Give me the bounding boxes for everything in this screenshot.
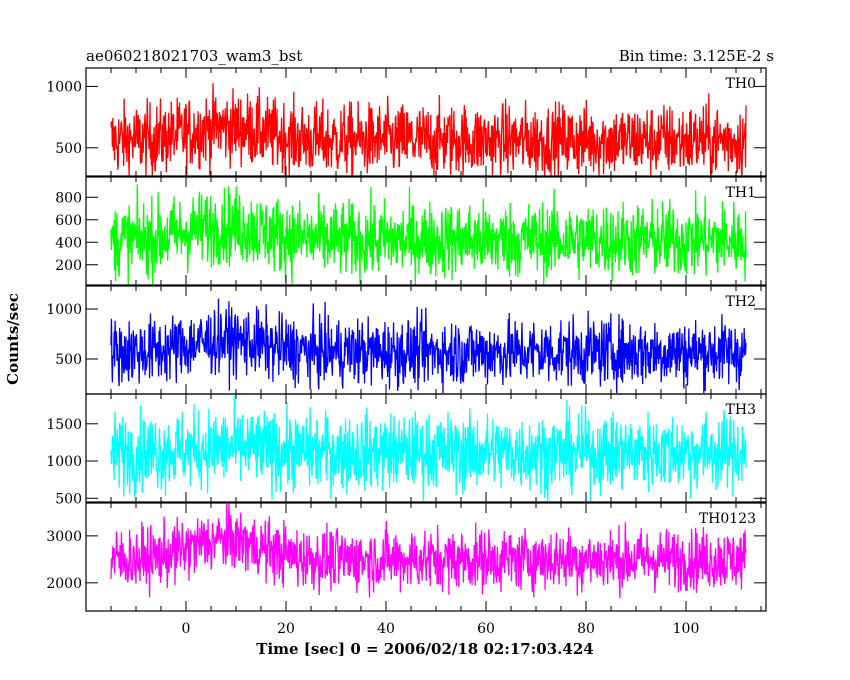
y-tick-label: 2000 — [46, 576, 82, 592]
y-tick-label: 600 — [55, 213, 82, 229]
panel-label: TH0 — [726, 76, 756, 92]
y-tick-label: 1000 — [46, 79, 82, 95]
x-tick-label: 60 — [477, 621, 495, 637]
y-tick-label: 1000 — [46, 302, 82, 318]
y-axis-label: Counts/sec — [4, 293, 22, 385]
y-tick-label: 800 — [55, 190, 82, 206]
y-tick-label: 500 — [55, 491, 82, 507]
x-tick-label: 0 — [182, 621, 191, 637]
x-tick-label: 100 — [673, 621, 700, 637]
y-tick-label: 500 — [55, 141, 82, 157]
panel-frame — [85, 502, 767, 612]
panel-label: TH2 — [726, 294, 756, 310]
y-tick-label: 1000 — [46, 454, 82, 470]
chart-title-right: Bin time: 3.125E-2 s — [619, 47, 774, 65]
x-tick-label: 20 — [277, 621, 295, 637]
y-tick-label: 400 — [55, 235, 82, 251]
chart-title-left: ae060218021703_wam3_bst — [86, 47, 302, 65]
y-tick-label: 1500 — [46, 417, 82, 433]
x-tick-label: 80 — [577, 621, 595, 637]
y-tick-label: 200 — [55, 258, 82, 274]
panel-th0: 500 1000 TH0 — [46, 67, 767, 177]
y-tick-label: 3000 — [46, 529, 82, 545]
x-tick-label: 40 — [377, 621, 395, 637]
panel-th2: 500 1000 TH2 — [46, 285, 767, 395]
panel-label: TH1 — [726, 185, 756, 201]
series-th2 — [110, 298, 747, 394]
panel-label: TH0123 — [699, 511, 756, 527]
x-axis-label: Time [sec] 0 = 2006/02/18 02:17:03.424 — [256, 640, 593, 658]
panel-frame — [85, 176, 767, 286]
panel-frame — [85, 67, 767, 177]
series-th0 — [110, 83, 747, 176]
panel-frame — [85, 393, 767, 503]
panel-th3: 500 1000 1500 TH3 — [46, 393, 767, 507]
panel-th0123: 2000 3000 TH0123 — [46, 502, 767, 612]
series-th0123 — [110, 503, 747, 599]
series-th1 — [110, 184, 747, 285]
y-tick-label: 500 — [55, 352, 82, 368]
panel-th1: 200 400 600 800 TH1 — [55, 176, 767, 286]
panel-label: TH3 — [726, 402, 756, 418]
series-th3 — [110, 395, 747, 502]
